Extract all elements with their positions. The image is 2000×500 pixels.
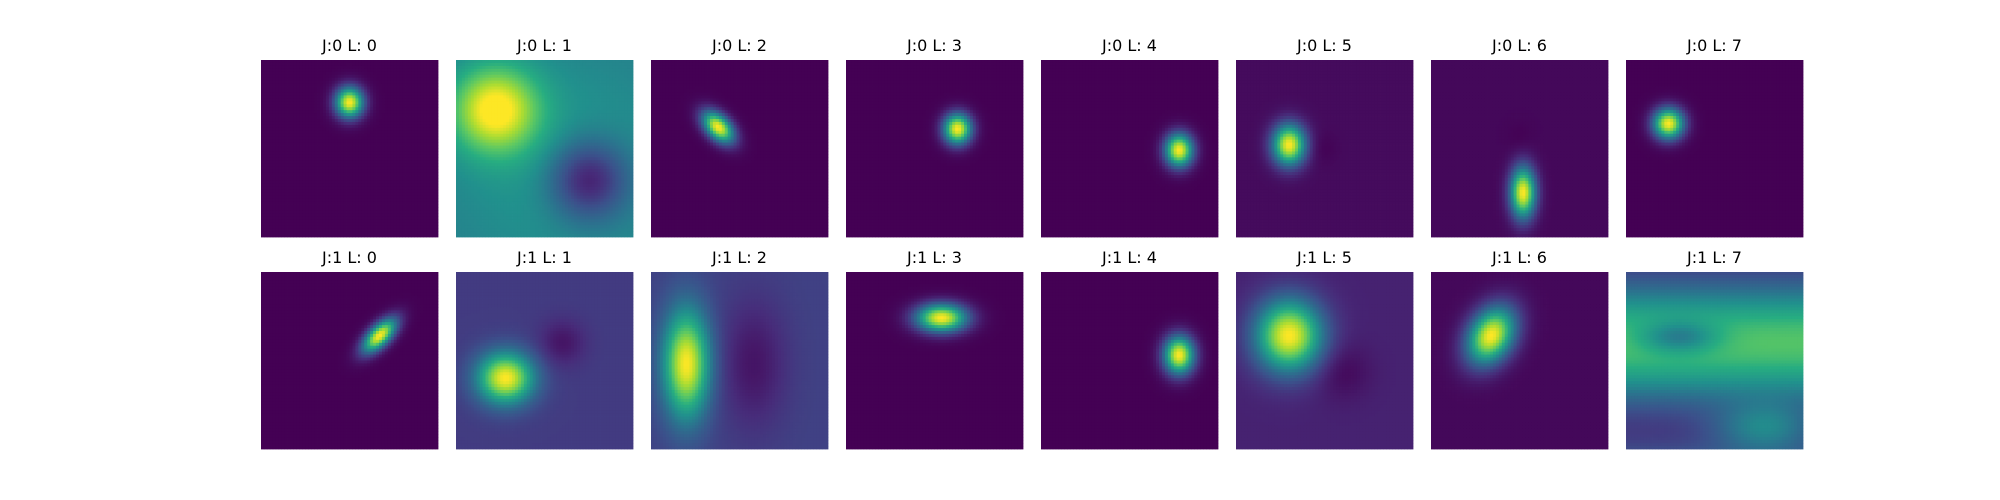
heatmap-image — [846, 60, 1023, 237]
panel-3: J:0 L: 2 — [651, 36, 828, 237]
heatmap-image — [1236, 60, 1413, 237]
panel-12: J:1 L: 3 — [846, 248, 1023, 449]
heatmap-image — [456, 272, 633, 449]
panel-title: J:0 L: 0 — [321, 36, 377, 55]
panel-title: J:0 L: 5 — [1296, 36, 1352, 55]
panel-title: J:0 L: 7 — [1686, 36, 1742, 55]
panel-title: J:0 L: 3 — [906, 36, 962, 55]
panel-title: J:1 L: 7 — [1686, 248, 1742, 267]
panel-1: J:0 L: 0 — [261, 36, 438, 237]
heatmap-image — [1431, 272, 1608, 449]
heatmap-image — [1626, 60, 1803, 237]
panel-6: J:0 L: 5 — [1236, 36, 1413, 237]
panel-2: J:0 L: 1 — [456, 36, 633, 237]
panel-title: J:0 L: 1 — [516, 36, 572, 55]
heatmap-image — [1041, 60, 1218, 237]
panel-16: J:1 L: 7 — [1626, 248, 1803, 449]
panel-14: J:1 L: 5 — [1236, 248, 1413, 449]
panel-title: J:1 L: 4 — [1101, 248, 1157, 267]
panel-7: J:0 L: 6 — [1431, 36, 1608, 237]
panel-15: J:1 L: 6 — [1431, 248, 1608, 449]
panel-10: J:1 L: 1 — [456, 248, 633, 449]
panel-title: J:0 L: 4 — [1101, 36, 1157, 55]
panel-title: J:0 L: 6 — [1491, 36, 1547, 55]
heatmap-image — [261, 60, 438, 237]
heatmap-image — [1626, 272, 1803, 449]
heatmap-image — [846, 272, 1023, 449]
panel-8: J:0 L: 7 — [1626, 36, 1803, 237]
panel-title: J:1 L: 0 — [321, 248, 377, 267]
panel-title: J:1 L: 6 — [1491, 248, 1547, 267]
heatmap-image — [456, 60, 633, 237]
panel-9: J:1 L: 0 — [261, 248, 438, 449]
panel-title: J:1 L: 1 — [516, 248, 572, 267]
panel-13: J:1 L: 4 — [1041, 248, 1218, 449]
panel-5: J:0 L: 4 — [1041, 36, 1218, 237]
heatmap-image — [261, 272, 438, 449]
panel-11: J:1 L: 2 — [651, 248, 828, 449]
panel-title: J:0 L: 2 — [711, 36, 767, 55]
heatmap-image — [651, 272, 828, 449]
panel-4: J:0 L: 3 — [846, 36, 1023, 237]
heatmap-image — [1041, 272, 1218, 449]
panel-title: J:1 L: 2 — [711, 248, 767, 267]
heatmap-image — [1236, 272, 1413, 449]
heatmap-image — [1431, 60, 1608, 237]
panel-title: J:1 L: 5 — [1296, 248, 1352, 267]
heatmap-image — [651, 60, 828, 237]
panel-title: J:1 L: 3 — [906, 248, 962, 267]
